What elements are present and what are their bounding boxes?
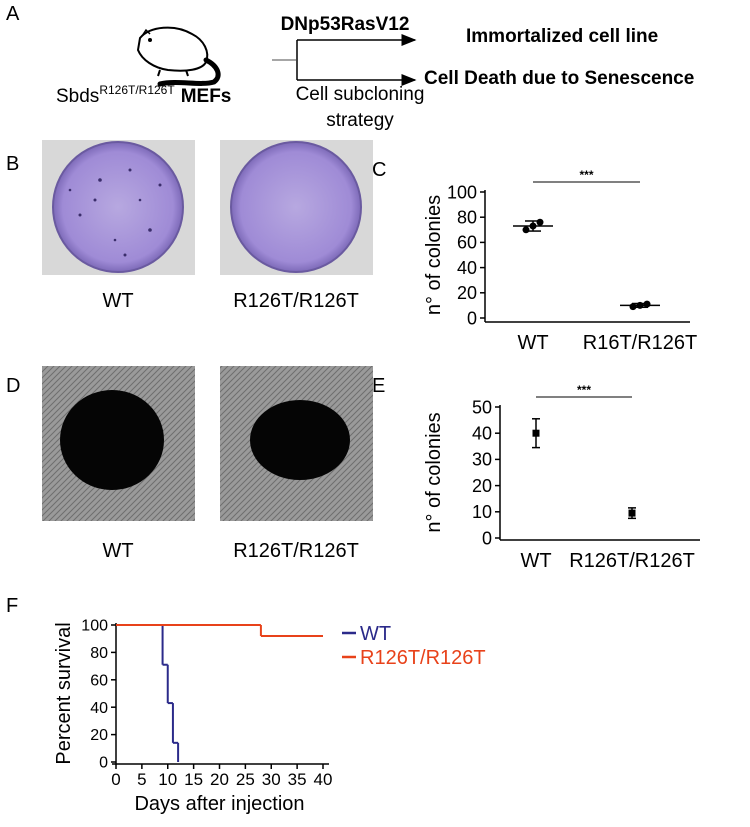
x-axis-label: Days after injection <box>134 793 304 815</box>
y-tick-label: 30 <box>472 450 492 470</box>
data-point <box>643 300 651 308</box>
x-tick-label: 15 <box>184 770 203 789</box>
data-point <box>522 226 530 234</box>
x-tick-label: 30 <box>262 770 281 789</box>
data-point <box>636 301 644 309</box>
cell-label: SbdsR126T/R126T MEFs <box>56 83 231 107</box>
caption: WT <box>102 540 133 562</box>
plate-photo <box>42 140 195 275</box>
caption: R126T/R126T <box>233 540 359 562</box>
panel-label: B <box>6 153 19 175</box>
y-tick-label: 0 <box>482 528 492 548</box>
x-tick-label: R126T/R126T <box>569 550 695 572</box>
y-tick-label: 50 <box>472 397 492 417</box>
y-axis-label: Percent survival <box>53 622 75 764</box>
cells: MEFs <box>181 86 232 107</box>
data-point <box>529 222 537 230</box>
mean-marker <box>628 509 636 517</box>
outcome: Immortalized cell line <box>466 26 658 47</box>
panel-label: A <box>6 3 20 25</box>
y-tick-label: 100 <box>81 618 108 635</box>
spheroid-photo <box>42 366 195 521</box>
panel-label: C <box>372 159 386 181</box>
mouse-icon <box>136 26 221 87</box>
y-tick-label: 60 <box>457 233 477 253</box>
x-tick-label: 40 <box>314 770 333 789</box>
panel-label: F <box>6 595 18 617</box>
y-tick-label: 0 <box>99 755 108 772</box>
y-tick-label: 20 <box>472 476 492 496</box>
y-tick-label: 60 <box>90 672 108 689</box>
panel-label: E <box>372 375 385 397</box>
y-axis-label: n° of colonies <box>423 195 445 315</box>
y-tick-label: 10 <box>472 502 492 522</box>
y-tick-label: 100 <box>447 182 477 202</box>
significance: *** <box>577 383 591 397</box>
data-point <box>536 218 544 226</box>
x-tick-label: 25 <box>236 770 255 789</box>
y-tick-label: 40 <box>472 424 492 444</box>
caption: WT <box>102 290 133 312</box>
strategy: Cell subcloning <box>296 84 425 105</box>
y-tick-label: 20 <box>457 283 477 303</box>
mean-marker <box>532 429 540 437</box>
outcome: Cell Death due to Senescence <box>424 68 694 89</box>
x-tick-label: 0 <box>111 770 120 789</box>
x-tick-label: R16T/R126T <box>583 332 698 354</box>
caption: R126T/R126T <box>233 290 359 312</box>
strain: Sbds <box>56 86 99 107</box>
significance: *** <box>579 168 593 182</box>
construct: DNp53RasV12 <box>281 14 410 35</box>
x-tick-label: WT <box>520 550 551 572</box>
genotype: R126T/R126T <box>99 83 175 97</box>
strategy: strategy <box>326 110 394 131</box>
y-tick-label: 20 <box>90 727 108 744</box>
data-point <box>629 303 637 311</box>
legend-label: R126T/R126T <box>360 647 486 669</box>
x-tick-label: 35 <box>288 770 307 789</box>
y-tick-label: 0 <box>467 308 477 328</box>
x-tick-label: 20 <box>210 770 229 789</box>
x-tick-label: 10 <box>158 770 177 789</box>
x-tick-label: 5 <box>137 770 146 789</box>
y-axis-label: n° of colonies <box>423 412 445 532</box>
spheroid-photo <box>220 366 373 521</box>
x-tick-label: WT <box>517 332 548 354</box>
panel-label: D <box>6 375 20 397</box>
y-tick-label: 80 <box>457 208 477 228</box>
y-tick-label: 40 <box>90 700 108 717</box>
y-tick-label: 80 <box>90 645 108 662</box>
plate-photo <box>220 140 373 275</box>
legend-label: WT <box>360 623 391 645</box>
y-tick-label: 40 <box>457 258 477 278</box>
